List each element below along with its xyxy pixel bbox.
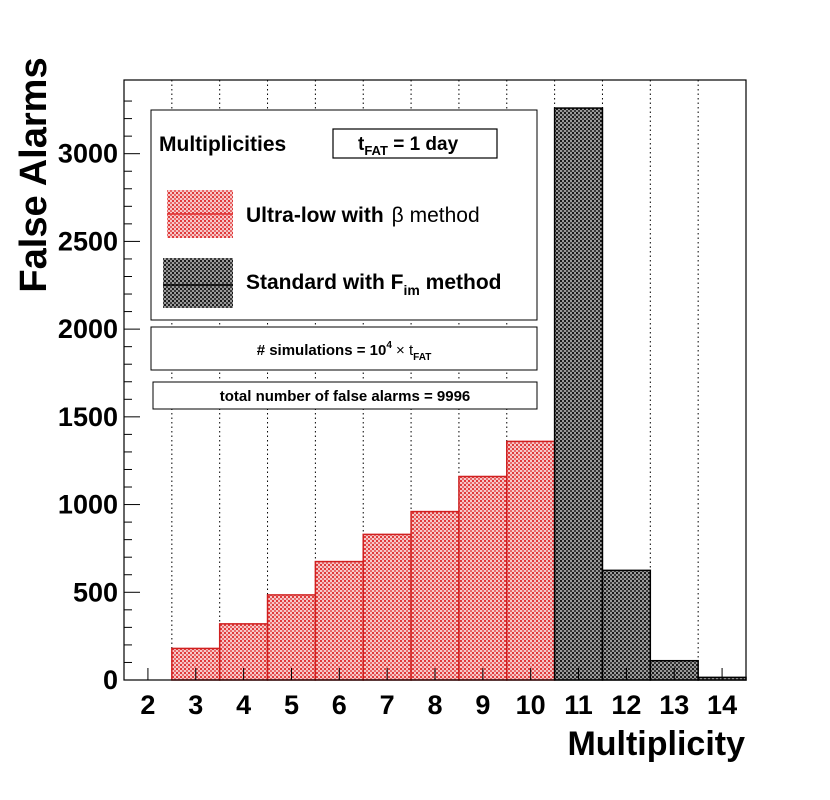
total-box [152, 381, 538, 410]
total-label: total number of false alarms = 9996 [220, 388, 471, 405]
bar-6 [314, 560, 364, 681]
simulations-box [150, 326, 538, 371]
x-tick-label: 2 [140, 690, 155, 720]
x-tick-label: 6 [332, 690, 347, 720]
y-tick-label: 0 [103, 665, 118, 695]
y-tick-label: 1000 [58, 490, 118, 520]
legend-header: Multiplicities [159, 133, 286, 156]
bar-11 [553, 107, 604, 681]
bar-9 [458, 475, 508, 681]
x-axis-title: Multiplicity [567, 725, 745, 763]
simulations-annotation: # simulations = 104 × tFAT [150, 326, 538, 371]
bars [171, 107, 747, 681]
legend-ultra-low-label: Ultra-low with β method [246, 204, 480, 227]
x-tick-label: 12 [611, 690, 641, 720]
legend-standard-label: Standard with Fim method [246, 271, 502, 298]
y-tick-label: 1500 [58, 402, 118, 432]
x-tick-label: 3 [188, 690, 203, 720]
x-tick-label: 8 [427, 690, 442, 720]
x-tick-label: 13 [659, 690, 689, 720]
x-tick-label: 14 [707, 690, 737, 720]
x-tick-label: 7 [380, 690, 395, 720]
bar-7 [362, 533, 412, 681]
simulations-label: # simulations = 104 × tFAT [257, 340, 432, 363]
bar-5 [266, 594, 317, 681]
y-axis-title: False Alarms [13, 57, 55, 292]
y-tick-label: 2000 [58, 314, 118, 344]
legend-swatch-standard [163, 258, 233, 308]
total-annotation: total number of false alarms = 9996 [152, 381, 538, 410]
bar-12 [601, 569, 652, 681]
legend: Multiplicities tFAT = 1 day Ultra-low wi… [150, 109, 538, 321]
x-tick-label: 9 [475, 690, 490, 720]
axes: 0 500 1000 1500 2000 2500 3000 2 3 4 5 6 7 8 9 10 11 12 13… [58, 79, 747, 720]
y-tick-label: 3000 [58, 139, 118, 169]
x-tick-label: 4 [236, 690, 251, 720]
tfat-label: tFAT = 1 day [358, 134, 459, 158]
y-tick-label: 500 [73, 577, 118, 607]
y-tick-label: 2500 [58, 226, 118, 256]
x-tick-label: 10 [516, 690, 546, 720]
x-tick-label: 11 [564, 690, 593, 720]
bar-8 [410, 510, 460, 681]
bar-10 [506, 440, 556, 681]
tfat-box [332, 128, 498, 159]
x-tick-label: 5 [284, 690, 299, 720]
